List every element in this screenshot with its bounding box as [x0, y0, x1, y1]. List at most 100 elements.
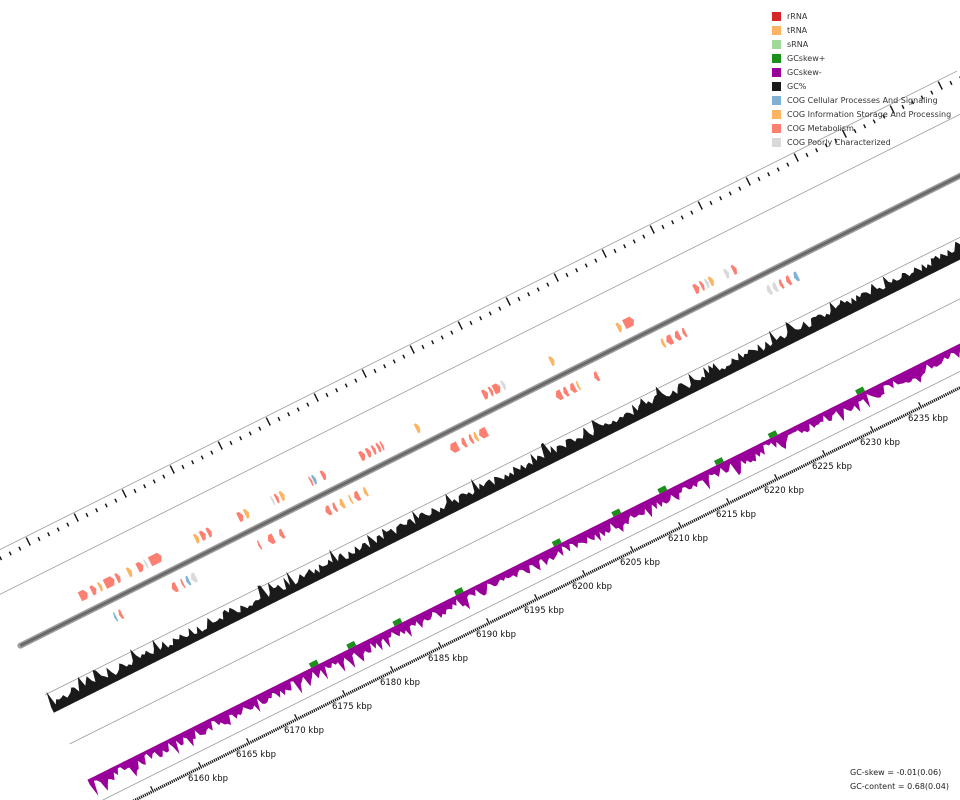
scale-tick [495, 617, 498, 621]
scale-tick [332, 699, 335, 703]
scale-tick [176, 777, 180, 781]
scale-tick [541, 594, 545, 598]
scale-tick [449, 640, 452, 644]
ruler-tick [553, 273, 559, 282]
scale-tick [820, 455, 823, 459]
scale-tick [165, 782, 168, 787]
ruler-tick [37, 536, 41, 542]
scale-tick [691, 519, 694, 523]
scale-tick [587, 571, 591, 575]
scale-tick [603, 563, 606, 568]
scale-tick [827, 451, 831, 455]
gene-feature [112, 612, 119, 622]
scale-tick [770, 480, 773, 484]
scale-tick [322, 704, 326, 708]
scale-tick [566, 582, 569, 586]
scale-tick [422, 654, 425, 658]
scale-tick [910, 410, 913, 414]
gc-skew-negative [87, 343, 960, 796]
scale-tick [676, 527, 679, 531]
scale-tick [725, 502, 729, 506]
gene-feature [278, 528, 286, 539]
scale-tick [678, 521, 683, 529]
cog-poorly-swatch [772, 137, 781, 147]
scale-tick [441, 644, 445, 648]
ruler-tick [181, 464, 185, 470]
scale-tick [677, 526, 681, 530]
scale-tick [722, 504, 725, 508]
scale-tick [731, 499, 735, 503]
scale-tick [259, 735, 262, 739]
scale-tick [633, 548, 637, 552]
ruler-tick [815, 148, 819, 153]
scale-tick [844, 442, 848, 447]
scale-tick [520, 605, 523, 609]
scale-tick [576, 577, 579, 581]
gene-feature [364, 447, 372, 458]
scale-tick [462, 634, 466, 638]
scale-tick [486, 617, 491, 625]
scale-tick [534, 593, 539, 601]
scale-tick [386, 672, 389, 676]
ruler-tick [536, 287, 540, 292]
scale-tick [328, 701, 331, 705]
ruler-tick [248, 431, 252, 436]
scale-tick [654, 538, 658, 542]
scale-tick [497, 616, 500, 620]
scale-tick [846, 442, 850, 446]
scale-tick [672, 529, 675, 533]
ruler-tick [757, 176, 761, 182]
scale-tick [192, 769, 195, 773]
scale-tick [290, 720, 293, 724]
scale-label: 6170 kbp [284, 726, 324, 736]
gc-percent-swatch [772, 81, 781, 91]
legend-item-cog-poorly: COG Poorly Characterized [772, 135, 951, 149]
gene-feature [681, 327, 688, 338]
scale-tick [510, 610, 514, 614]
scale-tick [906, 412, 909, 416]
scale-tick [148, 791, 151, 795]
ruler-tick [210, 450, 214, 455]
scale-tick [787, 471, 790, 475]
scale-tick [937, 396, 940, 401]
scale-tick [695, 517, 698, 522]
scale-tick [549, 590, 552, 595]
gene-feature [660, 338, 667, 348]
scale-tick [850, 440, 854, 444]
ruler-tick [882, 114, 886, 119]
scale-tick [236, 747, 239, 751]
scale-tick [286, 722, 289, 726]
legend-item-gcskew-plus: GCskew+ [772, 51, 951, 65]
scale-label: 6225 kbp [812, 462, 852, 472]
ruler-tick [745, 177, 751, 186]
ruler-tick [488, 311, 492, 316]
scale-tick [412, 658, 416, 663]
scale-tick [357, 686, 360, 691]
scale-tick [459, 635, 462, 640]
ruler-tick [0, 556, 3, 561]
scale-tick [370, 680, 374, 684]
gc-skew-positive [551, 538, 562, 547]
ruler-tick [277, 416, 281, 422]
ruler-tick [8, 551, 12, 556]
ruler-tick [920, 95, 924, 100]
scale-tick [562, 584, 566, 588]
scale-tick [656, 537, 660, 541]
scale-tick [226, 752, 230, 756]
ruler-tick [373, 368, 377, 374]
rrna-swatch [772, 11, 781, 21]
scale-tick [747, 491, 750, 496]
scale-tick [526, 602, 529, 606]
scale-tick [470, 630, 473, 634]
scale-tick [144, 793, 147, 797]
gc-skew-positive [453, 587, 464, 596]
scale-tick [737, 496, 740, 500]
scale-tick [674, 528, 677, 532]
scale-tick [883, 423, 886, 427]
scale-tick [217, 756, 220, 761]
scale-tick [553, 588, 556, 593]
scale-tick [338, 696, 341, 700]
scale-tick [159, 785, 162, 789]
scale-tick [186, 772, 189, 776]
scale-tick [660, 535, 664, 539]
